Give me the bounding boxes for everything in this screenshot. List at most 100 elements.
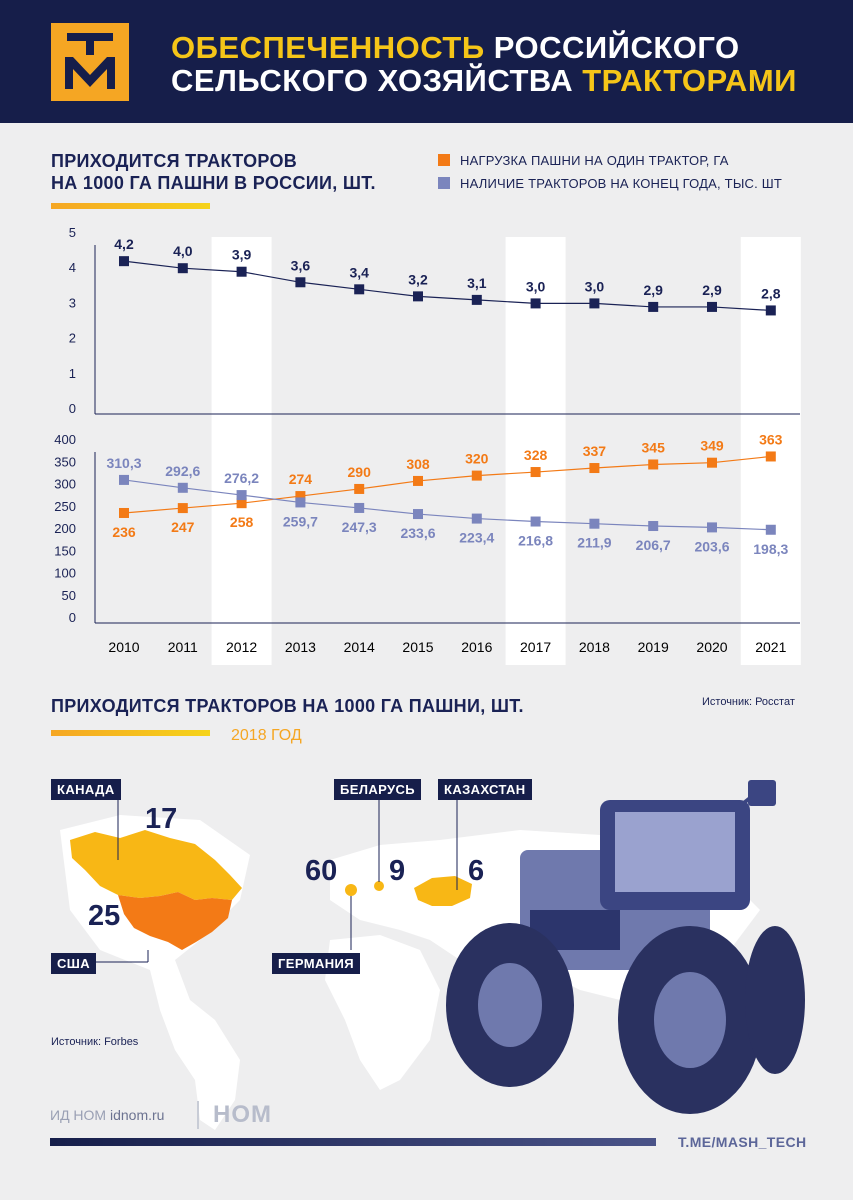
section1-underline	[51, 203, 210, 209]
chart1-data-label: 3,0	[526, 278, 546, 294]
source-rosstat: Источник: Росстат	[702, 696, 795, 708]
chart1-ytick: 3	[69, 295, 76, 310]
legend-orange-label: НАГРУЗКА ПАШНИ НА ОДИН ТРАКТОР, ГА	[460, 153, 729, 168]
x-tick-label: 2011	[168, 639, 198, 655]
chart2-orange-label: 247	[171, 519, 195, 535]
footer-prefix: ИД НОМ	[50, 1107, 107, 1123]
chart2-orange-label: 363	[759, 431, 783, 447]
country-value-belarus: 9	[389, 855, 406, 887]
country-tag-canada: КАНАДА	[51, 779, 121, 800]
chart2-orange-point	[589, 463, 600, 474]
chart2-orange-line	[123, 455, 771, 514]
title-highlight-2: ТРАКТОРАМИ	[582, 63, 797, 98]
world-map	[60, 780, 805, 1130]
section2-title: ПРИХОДИТСЯ ТРАКТОРОВ НА 1000 ГА ПАШНИ, Ш…	[51, 696, 524, 716]
chart1-data-label: 2,9	[643, 282, 663, 298]
chart2-ytick: 150	[54, 543, 76, 558]
footer-brand: НОМ	[213, 1101, 272, 1128]
chart2-blue-label: 310,3	[106, 455, 141, 471]
chart2-blue-label: 233,6	[400, 525, 435, 541]
chart2-blue-point	[707, 522, 717, 533]
section1-title-line1: ПРИХОДИТСЯ ТРАКТОРОВ	[51, 151, 298, 171]
chart1-point	[295, 277, 306, 288]
legend-blue: НАЛИЧИЕ ТРАКТОРОВ НА КОНЕЦ ГОДА, ТЫС. ШТ	[438, 176, 782, 191]
chart2-blue-label: 276,2	[224, 470, 259, 486]
chart2-orange-label: 274	[289, 471, 313, 487]
chart2-orange-point	[236, 498, 247, 509]
chart2-ytick: 0	[69, 610, 76, 625]
footer-divider	[197, 1101, 199, 1129]
chart2-orange-point	[354, 483, 365, 494]
chart2-orange-point	[765, 451, 776, 462]
chart2-orange-label: 349	[700, 438, 724, 454]
tractor-illustration	[446, 780, 805, 1114]
chart2-ytick: 50	[62, 588, 76, 603]
chart2-blue-label: 259,7	[283, 513, 318, 529]
x-tick-label: 2014	[344, 639, 375, 655]
legend-orange-swatch	[438, 154, 450, 166]
country-value-usa: 25	[88, 900, 121, 932]
chart1-point	[236, 266, 247, 277]
chart1-data-label: 3,1	[467, 275, 487, 291]
x-tick-label: 2016	[461, 639, 492, 655]
country-tag-usa: США	[51, 953, 97, 974]
chart1-data-label: 4,2	[114, 236, 134, 252]
chart2-orange-point	[413, 475, 423, 486]
x-tick-label: 2013	[285, 639, 316, 655]
chart2-ytick: 250	[54, 499, 76, 514]
chart1-data-label: 4,0	[173, 243, 193, 259]
x-tick-label: 2012	[226, 639, 257, 655]
footer-site[interactable]: ИД НОМ idnom.ru	[50, 1107, 164, 1123]
chart1-data-label: 3,6	[291, 257, 311, 273]
section1-title-line2: НА 1000 ГА ПАШНИ В РОССИИ, ШТ.	[51, 173, 376, 193]
chart2-ytick: 100	[54, 566, 76, 581]
chart1-ytick: 0	[69, 401, 76, 416]
chart1-point	[765, 305, 776, 316]
year-label: 2018 ГОД	[231, 727, 302, 744]
chart1-point	[707, 301, 717, 312]
chart2-orange-label: 236	[112, 524, 136, 540]
chart2-orange-label: 337	[583, 443, 607, 459]
chart1-point	[119, 256, 129, 267]
chart2-blue-line	[123, 479, 771, 531]
chart2-blue-label: 206,7	[636, 537, 671, 553]
country-tag-germany: ГЕРМАНИЯ	[272, 953, 361, 974]
chart2-orange-point	[530, 467, 541, 478]
map-germany	[345, 884, 357, 896]
chart1-data-label: 3,2	[408, 271, 428, 287]
legend-blue-swatch	[438, 177, 450, 189]
chart2-orange-label: 258	[230, 514, 254, 530]
chart1-ytick: 1	[69, 366, 76, 381]
chart1-point	[648, 301, 659, 312]
chart2-ytick: 350	[54, 454, 76, 469]
chart1-data-label: 3,4	[349, 264, 369, 280]
chart2-blue-point	[589, 518, 600, 529]
chart2-blue-label: 211,9	[577, 535, 611, 551]
chart1-data-label: 2,8	[761, 285, 781, 301]
legend-orange: НАГРУЗКА ПАШНИ НА ОДИН ТРАКТОР, ГА	[438, 153, 729, 168]
map-usa	[118, 892, 232, 950]
x-tick-label: 2018	[579, 639, 610, 655]
x-tick-label: 2015	[402, 639, 433, 655]
page-title: ОБЕСПЕЧЕННОСТЬ РОССИЙСКОГО СЕЛЬСКОГО ХОЗ…	[171, 31, 797, 97]
telegram-link[interactable]: T.ME/MASH_TECH	[678, 1134, 807, 1150]
chart2-orange-point	[177, 503, 188, 514]
chart1-point	[413, 291, 423, 302]
country-value-germany: 60	[305, 855, 338, 887]
chart1-point	[354, 284, 365, 295]
chart2-orange-label: 308	[406, 456, 430, 472]
chart2-blue-point	[236, 490, 247, 501]
chart2-orange-point	[471, 470, 482, 481]
section1-title: ПРИХОДИТСЯ ТРАКТОРОВ НА 1000 ГА ПАШНИ В …	[51, 150, 376, 194]
chart1-ytick: 4	[69, 260, 76, 275]
chart2-blue-point	[119, 474, 129, 485]
footer-link[interactable]: idnom.ru	[110, 1107, 165, 1123]
chart2-blue-point	[648, 521, 659, 532]
chart2-orange-label: 345	[642, 439, 666, 455]
chart2-blue-point	[295, 497, 306, 508]
map-canada	[70, 830, 242, 900]
logo-mark	[65, 33, 115, 89]
chart2-blue-label: 247,3	[342, 519, 377, 535]
title-highlight-1: ОБЕСПЕЧЕННОСТЬ	[171, 30, 485, 65]
